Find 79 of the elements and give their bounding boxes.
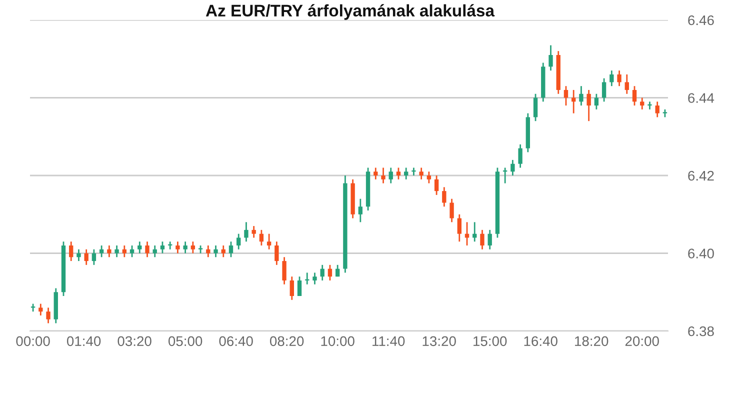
candlestick — [586, 89, 591, 122]
candlestick — [617, 70, 622, 87]
candlestick — [114, 244, 119, 258]
candlestick — [266, 233, 272, 250]
candlestick — [412, 167, 416, 176]
candlestick — [518, 144, 522, 168]
candlestick — [84, 248, 88, 266]
candlestick — [236, 233, 241, 250]
candlestick — [602, 78, 606, 102]
candlestick — [381, 167, 386, 184]
x-tick-label: 05:00 — [168, 336, 202, 346]
candlestick — [358, 198, 363, 223]
candlestick — [442, 186, 446, 208]
candlestick — [632, 85, 637, 106]
candlestick — [92, 248, 96, 266]
x-tick-label: 20:00 — [625, 336, 659, 346]
y-tick-label: 6.46 — [688, 15, 714, 26]
candlestick — [548, 44, 553, 72]
candlestick — [176, 240, 180, 254]
candlestick — [450, 198, 454, 223]
x-tick-label: 00:00 — [16, 336, 50, 346]
candlestick — [648, 100, 652, 110]
candlestick — [46, 306, 50, 324]
x-tick-label: 16:40 — [524, 336, 558, 346]
x-tick-label: 13:20 — [422, 336, 456, 346]
candlestick — [69, 240, 74, 262]
candlestick — [297, 276, 302, 297]
candlestick — [388, 167, 393, 184]
candlestick — [320, 264, 324, 282]
candlestick — [244, 221, 248, 242]
candlestick — [480, 229, 484, 250]
candlestick — [572, 89, 576, 114]
candlestick — [145, 240, 150, 258]
candlestick — [76, 248, 81, 262]
x-tick-label: 01:40 — [66, 336, 101, 346]
candlestick — [564, 85, 568, 106]
y-tick-label: 6.40 — [688, 248, 714, 258]
candlestick — [426, 170, 432, 184]
candlestick — [457, 214, 462, 242]
candlestick — [183, 240, 188, 254]
candlestick — [138, 240, 142, 254]
candlestick — [419, 167, 424, 180]
candlestick — [252, 225, 256, 238]
x-tick-label: 10:00 — [321, 336, 354, 346]
candlestick — [434, 174, 439, 196]
chart-title: Az EUR/TRY árfolyamának alakulása — [206, 4, 495, 20]
candlestick — [259, 229, 264, 246]
x-tick-label: 11:40 — [372, 336, 405, 346]
candlestick — [107, 244, 112, 258]
candlestick — [274, 240, 279, 266]
candlestick — [282, 256, 286, 286]
candlestick — [160, 240, 165, 254]
candlestick — [533, 93, 538, 122]
candlestick — [228, 240, 234, 258]
candlestick — [404, 167, 408, 180]
y-tick-label: 6.42 — [688, 170, 714, 181]
candlestick — [610, 70, 614, 87]
x-tick-label: 03:20 — [118, 336, 152, 346]
x-tick-label: 15:00 — [474, 336, 507, 346]
candlestick — [328, 264, 332, 282]
candlestick — [290, 276, 294, 301]
candlestick — [488, 229, 492, 250]
candlestick — [579, 85, 584, 106]
candlestick — [510, 159, 515, 176]
y-tick-label: 6.44 — [688, 93, 714, 103]
candlestick — [624, 74, 629, 95]
x-tick-label: 08:20 — [270, 336, 304, 346]
candlestick — [396, 167, 401, 180]
candlestick — [640, 97, 644, 110]
candlestick — [312, 272, 317, 286]
candlestick — [374, 167, 378, 180]
x-tick-label: 18:20 — [575, 336, 608, 346]
candlestick — [655, 100, 660, 118]
x-tick-label: 06:40 — [219, 336, 253, 346]
candlestick — [38, 303, 43, 316]
y-tick-label: 6.38 — [688, 326, 714, 336]
candlestick — [214, 244, 218, 258]
candlestick — [594, 93, 599, 110]
candlestick — [190, 240, 196, 254]
